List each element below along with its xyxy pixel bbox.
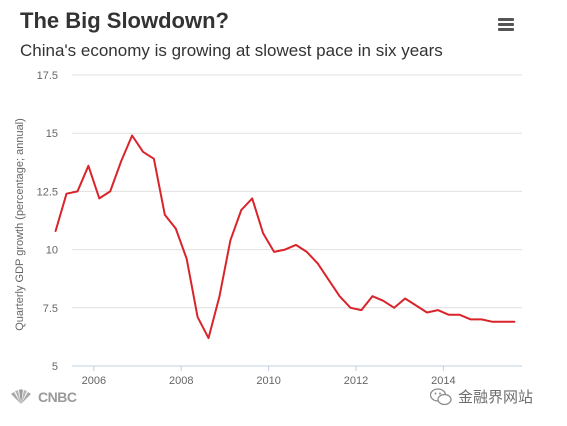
data-point[interactable] bbox=[510, 318, 518, 326]
y-tick-label: 15 bbox=[46, 128, 58, 140]
data-point[interactable] bbox=[368, 292, 376, 300]
data-point[interactable] bbox=[434, 306, 442, 314]
series-layer bbox=[52, 132, 518, 342]
data-point[interactable] bbox=[63, 190, 71, 198]
x-tick-label: 2014 bbox=[431, 375, 455, 387]
y-tick-label: 17.5 bbox=[37, 70, 58, 82]
x-tick-labels: 2006 2008 2010 2012 2014 bbox=[82, 375, 456, 387]
data-point[interactable] bbox=[270, 248, 278, 256]
data-point[interactable] bbox=[499, 318, 507, 326]
wechat-icon bbox=[430, 387, 452, 405]
data-point[interactable] bbox=[117, 157, 125, 165]
data-point[interactable] bbox=[216, 292, 224, 300]
y-tick-label: 5 bbox=[52, 361, 58, 373]
data-point[interactable] bbox=[74, 187, 82, 195]
gdp-growth-line bbox=[54, 134, 516, 340]
data-point[interactable] bbox=[423, 309, 431, 317]
data-point[interactable] bbox=[106, 187, 114, 195]
data-point[interactable] bbox=[489, 318, 497, 326]
data-point[interactable] bbox=[248, 194, 256, 202]
data-point[interactable] bbox=[84, 162, 92, 170]
grid-lines bbox=[72, 74, 522, 309]
data-point[interactable] bbox=[336, 292, 344, 300]
data-point[interactable] bbox=[172, 225, 180, 233]
watermark: 金融界网站 bbox=[430, 386, 533, 407]
y-tick-label: 7.5 bbox=[43, 303, 58, 315]
cnbc-logo: CNBC bbox=[8, 388, 77, 406]
data-point[interactable] bbox=[456, 311, 464, 319]
data-point[interactable] bbox=[401, 295, 409, 303]
data-point[interactable] bbox=[390, 304, 398, 312]
data-point[interactable] bbox=[139, 148, 147, 156]
data-point[interactable] bbox=[379, 297, 387, 305]
data-point[interactable] bbox=[325, 276, 333, 284]
data-point[interactable] bbox=[292, 241, 300, 249]
menu-bar bbox=[498, 28, 514, 31]
data-point[interactable] bbox=[478, 315, 486, 323]
hamburger-menu-icon[interactable] bbox=[496, 15, 518, 35]
data-point[interactable] bbox=[205, 334, 213, 342]
x-tick-label: 2008 bbox=[169, 375, 193, 387]
x-tick-label: 2010 bbox=[256, 375, 280, 387]
data-point[interactable] bbox=[357, 306, 365, 314]
data-point[interactable] bbox=[237, 206, 245, 214]
y-tick-labels: 5 7.5 10 12.5 15 17.5 bbox=[37, 70, 58, 373]
data-point[interactable] bbox=[52, 227, 60, 235]
y-tick-label: 12.5 bbox=[37, 186, 58, 198]
data-point[interactable] bbox=[467, 315, 475, 323]
data-point[interactable] bbox=[150, 155, 158, 163]
data-point[interactable] bbox=[303, 248, 311, 256]
data-point[interactable] bbox=[183, 255, 191, 263]
menu-bar bbox=[498, 23, 514, 26]
data-point[interactable] bbox=[161, 211, 169, 219]
data-point[interactable] bbox=[281, 246, 289, 254]
data-point[interactable] bbox=[226, 236, 234, 244]
data-point[interactable] bbox=[194, 313, 202, 321]
data-point[interactable] bbox=[95, 194, 103, 202]
y-axis-title: Quarterly GDP growth (percentage; annual… bbox=[14, 118, 26, 331]
menu-bar bbox=[498, 18, 514, 21]
data-point[interactable] bbox=[128, 132, 136, 140]
nbc-peacock-icon bbox=[11, 389, 31, 404]
chart-title: The Big Slowdown? bbox=[20, 8, 229, 33]
y-tick-label: 10 bbox=[46, 245, 58, 257]
data-point[interactable] bbox=[412, 302, 420, 310]
data-point[interactable] bbox=[347, 304, 355, 312]
x-tick-label: 2006 bbox=[82, 375, 106, 387]
data-point[interactable] bbox=[314, 260, 322, 268]
axes bbox=[72, 365, 522, 371]
x-tick-label: 2012 bbox=[344, 375, 368, 387]
data-point[interactable] bbox=[445, 311, 453, 319]
watermark-text: 金融界网站 bbox=[458, 388, 534, 406]
chart-subtitle: China's economy is growing at slowest pa… bbox=[20, 41, 443, 60]
data-point[interactable] bbox=[259, 229, 267, 237]
cnbc-logo-text: CNBC bbox=[38, 389, 77, 405]
